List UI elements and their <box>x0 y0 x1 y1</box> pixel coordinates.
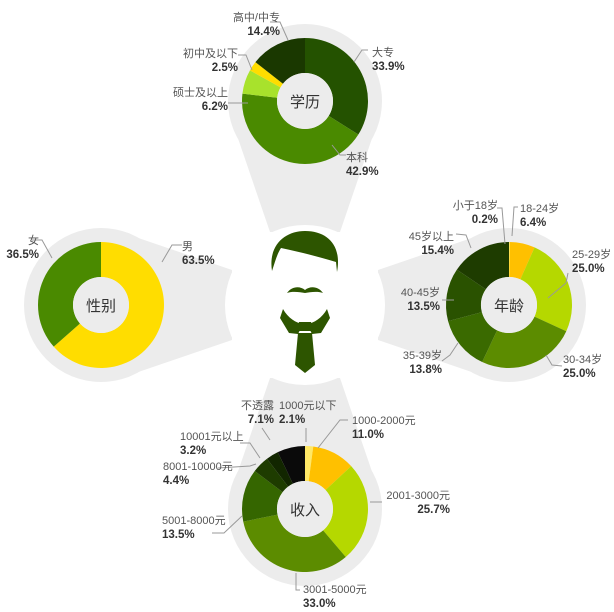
slice-高中/中专 <box>255 38 305 84</box>
donut-title-age: 年龄 <box>493 298 524 315</box>
slice-10001元以上 <box>267 452 293 487</box>
data-label: 5001-8000元 13.5% <box>162 515 226 541</box>
donut-income <box>242 445 369 572</box>
data-label: 初中及以下 2.5% <box>183 48 238 74</box>
slice-18-24岁 <box>509 242 535 280</box>
slice-2001-3000元 <box>323 466 369 558</box>
slice-1000元以下 <box>305 446 314 482</box>
donut-hole <box>481 277 537 333</box>
data-label: 3001-5000元 33.0% <box>303 584 367 610</box>
data-label: 小于18岁 0.2% <box>452 200 498 226</box>
hair-icon <box>271 231 339 272</box>
data-label: 不透露 7.1% <box>241 400 274 426</box>
mustache-icon <box>287 287 323 293</box>
slice-40-45岁 <box>446 269 486 322</box>
tie-icon <box>295 333 315 373</box>
slice-男 <box>53 242 165 369</box>
slice-35-39岁 <box>448 312 498 363</box>
slice-3001-5000元 <box>243 514 346 572</box>
slice-本科 <box>241 93 359 165</box>
slice-硕士及以上 <box>242 70 281 98</box>
collar-left-icon <box>280 309 303 334</box>
data-label: 1000-2000元 11.0% <box>352 415 416 441</box>
donut-title-gender: 性别 <box>85 298 116 315</box>
leader-lines <box>32 21 569 591</box>
slice-30-34岁 <box>482 316 567 369</box>
data-label: 18-24岁 6.4% <box>520 203 560 229</box>
donut-hole <box>277 73 333 129</box>
donut-title-education: 学历 <box>289 94 320 111</box>
data-label: 35-39岁 13.8% <box>402 350 442 376</box>
donut-hole <box>73 277 129 333</box>
slice-8001-10000元 <box>254 458 289 493</box>
data-label: 大专 33.9% <box>372 47 405 73</box>
data-label: 本科 42.9% <box>346 152 379 178</box>
collar-right-icon <box>307 309 330 334</box>
data-label: 10001元以上 3.2% <box>180 431 244 457</box>
center-circle <box>225 225 385 385</box>
data-label: 40-45岁 13.5% <box>400 287 440 313</box>
data-label: 25-29岁 25.0% <box>572 249 612 275</box>
slice-5001-8000元 <box>242 471 283 522</box>
donut-age <box>446 242 572 369</box>
data-label: 8001-10000元 4.4% <box>163 461 233 487</box>
data-label: 1000元以下 2.1% <box>279 400 337 426</box>
donut-title-income: 收入 <box>289 502 320 519</box>
slice-不透露 <box>277 445 305 484</box>
data-label: 45岁以上 15.4% <box>408 231 454 257</box>
data-label: 女 36.5% <box>6 235 39 261</box>
data-label: 男 63.5% <box>182 241 215 267</box>
data-label: 硕士及以上 6.2% <box>173 87 228 113</box>
donut-education <box>241 38 368 165</box>
slice-大专 <box>305 38 368 135</box>
donut-gender <box>38 242 165 369</box>
slice-女 <box>38 242 101 347</box>
data-label: 30-34岁 25.0% <box>563 354 603 380</box>
slice-小于18岁 <box>509 242 510 278</box>
man-figure <box>271 231 339 373</box>
slice-初中及以下 <box>249 62 283 88</box>
tie-knot-icon <box>297 322 313 331</box>
slice-25-29岁 <box>520 247 572 332</box>
slice-45岁以上 <box>456 242 509 290</box>
donut-hole <box>277 481 333 537</box>
data-label: 2001-3000元 25.7% <box>386 490 450 516</box>
data-label: 高中/中专 14.4% <box>232 12 280 38</box>
slice-1000-2000元 <box>308 446 352 490</box>
